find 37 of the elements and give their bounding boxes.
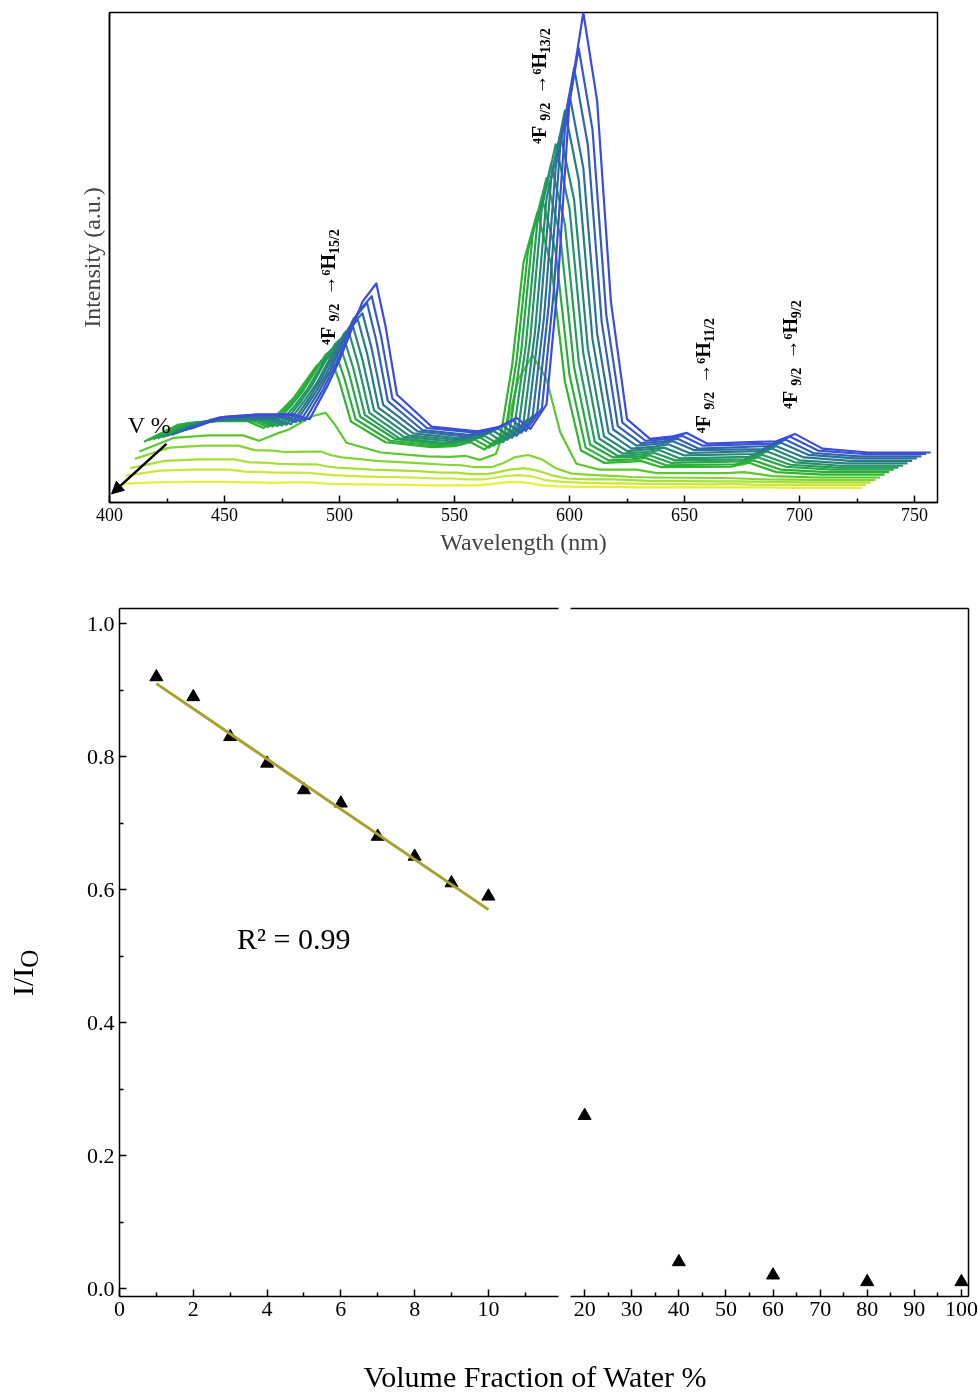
- annotation: ⁴F9/2→⁶H15/2: [317, 229, 342, 345]
- x-tick-label: 30: [620, 1295, 643, 1321]
- x-axis-title: Volume Fraction of Water %: [363, 1359, 707, 1394]
- annotation: ⁴F9/2→⁶H11/2: [692, 318, 717, 434]
- y-tick-label: 1.0: [87, 610, 115, 636]
- x-tick-label: 650: [671, 504, 698, 525]
- x-tick-label: 8: [409, 1295, 421, 1321]
- x-tick-label: 70: [809, 1295, 832, 1321]
- x-tick-label: 0: [114, 1295, 125, 1321]
- annotation: ⁴F9/2→⁶H13/2: [528, 28, 553, 145]
- annotation: V %: [127, 411, 171, 438]
- x-tick-label: 90: [903, 1295, 926, 1321]
- x-tick-label: 6: [335, 1295, 347, 1321]
- x-axis-title: Wavelength (nm): [440, 528, 607, 555]
- y-axis-title: Intensity (a.u.): [78, 187, 105, 328]
- y-tick-label: 0.8: [87, 743, 115, 769]
- y-tick-label: 0.6: [87, 876, 115, 902]
- x-tick-label: 400: [96, 504, 123, 525]
- x-tick-label: 50: [714, 1295, 737, 1321]
- x-tick-label: 700: [786, 504, 813, 525]
- x-tick-label: 100: [944, 1295, 978, 1321]
- annotation: R² = 0.99: [237, 922, 351, 956]
- x-tick-label: 500: [326, 504, 353, 525]
- x-tick-label: 450: [211, 504, 238, 525]
- y-tick-label: 0.4: [87, 1009, 115, 1035]
- x-tick-label: 80: [856, 1295, 879, 1321]
- x-tick-label: 40: [667, 1295, 690, 1321]
- x-tick-label: 10: [477, 1295, 500, 1321]
- x-tick-label: 2: [187, 1295, 199, 1321]
- x-tick-label: 550: [441, 504, 468, 525]
- x-tick-label: 750: [901, 504, 928, 525]
- x-tick-label: 60: [762, 1295, 785, 1321]
- y-tick-label: 0.2: [87, 1142, 115, 1168]
- x-tick-label: 4: [261, 1295, 273, 1321]
- x-tick-label: 20: [573, 1295, 596, 1321]
- y-tick-label: 0.0: [87, 1275, 115, 1301]
- x-tick-label: 600: [556, 504, 583, 525]
